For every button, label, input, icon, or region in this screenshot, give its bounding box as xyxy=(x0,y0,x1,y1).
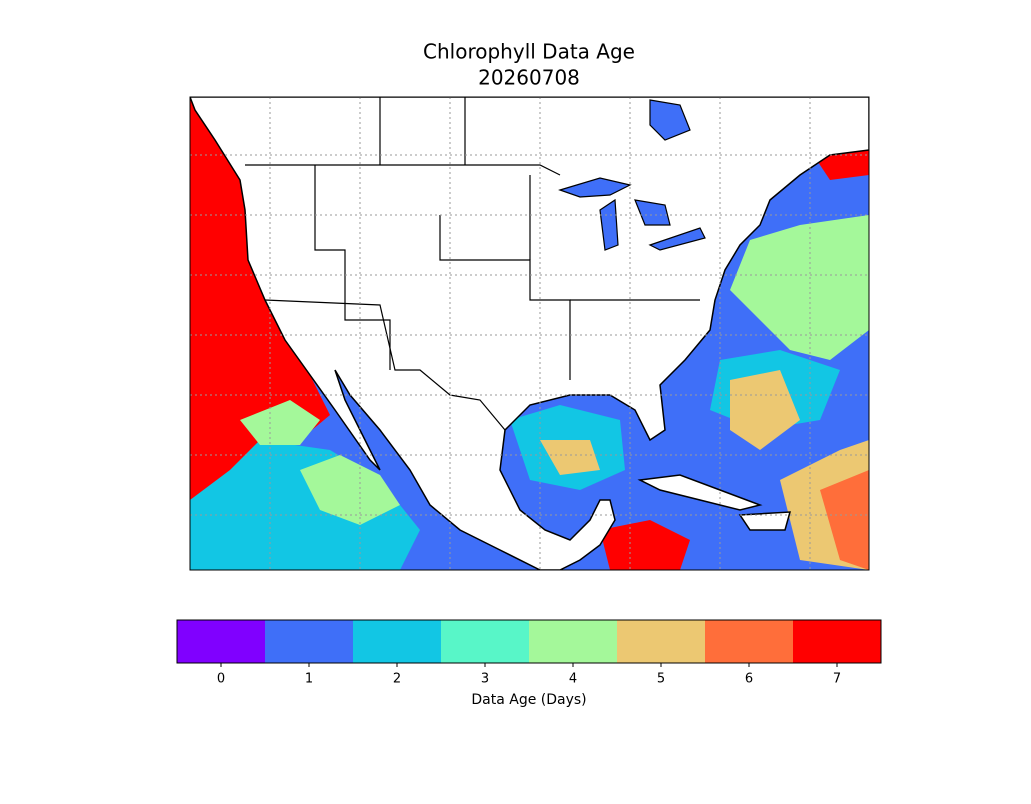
ocean-patch xyxy=(730,370,800,450)
map-frame xyxy=(189,96,870,571)
colorbar-tick-label: 3 xyxy=(481,672,489,687)
lake xyxy=(649,99,691,141)
colorbar-tick-label: 6 xyxy=(745,672,753,687)
subtitle: 20260708 xyxy=(478,66,580,90)
colorbar-tick-label: 7 xyxy=(833,672,841,687)
colorbar-bin xyxy=(353,620,441,663)
colorbar-bin xyxy=(177,620,265,663)
ocean-patch xyxy=(240,400,320,445)
colorbar-tick-label: 0 xyxy=(217,672,225,687)
colorbar-bin xyxy=(617,620,705,663)
lake xyxy=(648,227,706,251)
colorbar-bin xyxy=(705,620,793,663)
colorbar-tick-label: 1 xyxy=(305,672,313,687)
lake xyxy=(599,198,619,251)
border xyxy=(245,164,561,176)
island xyxy=(637,474,763,511)
land xyxy=(190,97,869,570)
border xyxy=(314,165,391,370)
lake xyxy=(558,177,632,198)
ocean-patch xyxy=(820,470,869,570)
colorbar-bin xyxy=(441,620,529,663)
colorbar-frame xyxy=(176,619,882,664)
ocean-patch xyxy=(600,520,690,570)
colorbar-tick-label: 2 xyxy=(393,672,401,687)
colorbar-bin xyxy=(529,620,617,663)
colorbar-label: Data Age (Days) xyxy=(471,692,586,708)
ocean-patch xyxy=(300,455,400,525)
colorbar-tick-label: 5 xyxy=(657,672,665,687)
map-image xyxy=(190,97,869,570)
island xyxy=(738,511,792,531)
graticule xyxy=(190,97,869,570)
ocean-patch xyxy=(540,440,600,475)
lake xyxy=(634,199,671,226)
border xyxy=(264,299,506,431)
ocean-patch xyxy=(190,97,330,500)
colorbar-bin xyxy=(265,620,353,663)
colorbar: 0 1 2 3 4 5 6 7 xyxy=(177,620,881,687)
colorbar-tick-label: 4 xyxy=(569,672,577,687)
title: Chlorophyll Data Age xyxy=(423,40,635,64)
ocean-patch xyxy=(730,215,869,360)
colorbar-bin xyxy=(793,620,881,663)
border xyxy=(439,215,571,380)
